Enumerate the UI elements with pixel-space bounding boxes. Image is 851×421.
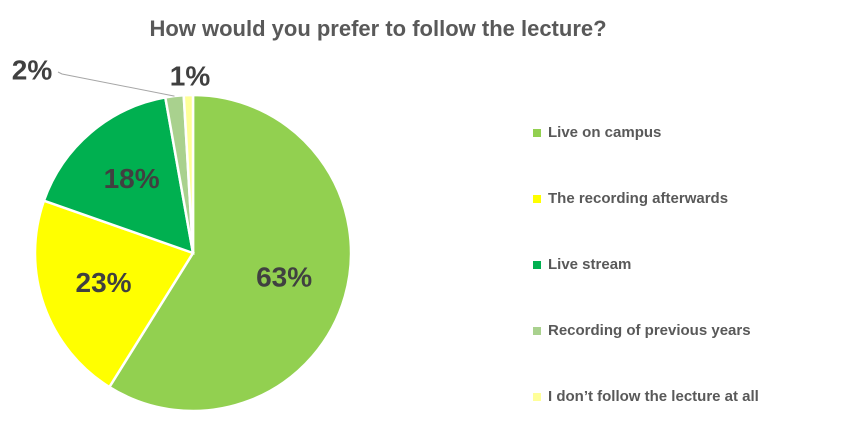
legend-swatch	[533, 327, 541, 335]
legend-label: Live stream	[548, 256, 631, 273]
leader-line	[57, 71, 175, 97]
legend-label: Live on campus	[548, 124, 661, 141]
legend-swatch	[533, 129, 541, 137]
legend-label: Recording of previous years	[548, 322, 751, 339]
legend-swatch	[533, 261, 541, 269]
pie-slice	[107, 93, 353, 413]
pie-slice	[42, 95, 195, 255]
data-label: 23%	[76, 267, 132, 298]
legend-label: The recording afterwards	[548, 190, 728, 207]
pie-slice	[182, 93, 195, 254]
chart-title: How would you prefer to follow the lectu…	[149, 16, 606, 41]
data-label: 18%	[104, 163, 160, 194]
data-label: 2%	[12, 54, 53, 85]
legend-swatch	[533, 393, 541, 401]
data-label: 63%	[256, 261, 312, 292]
legend-swatch	[533, 195, 541, 203]
pie-slice	[33, 199, 195, 389]
legend-label: I don’t follow the lecture at all	[548, 388, 759, 405]
data-label: 1%	[170, 60, 211, 91]
